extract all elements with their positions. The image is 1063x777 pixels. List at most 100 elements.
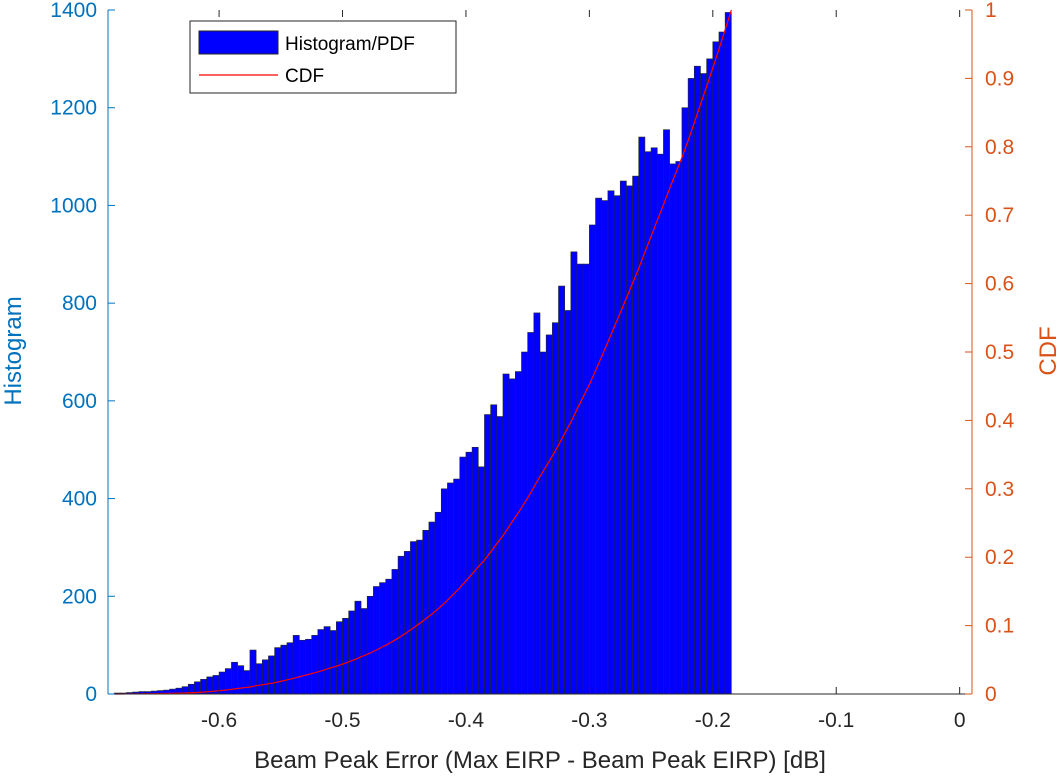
y-tick-label: 1000 <box>50 194 97 217</box>
y2-tick-label: 0.1 <box>985 615 1014 638</box>
y2-tick-label: 1 <box>985 0 997 22</box>
histogram-bar <box>706 58 714 695</box>
y-tick-label: 600 <box>62 390 97 413</box>
histogram-bar <box>317 629 325 695</box>
histogram-bar <box>656 153 664 695</box>
histogram-bar <box>459 456 467 695</box>
histogram-bar <box>261 659 269 695</box>
y2-tick-label: 0.4 <box>985 409 1015 432</box>
histogram-bar <box>453 478 461 695</box>
histogram-bar <box>539 351 547 695</box>
x-tick-label: -0.2 <box>695 709 731 732</box>
y2-tick-label: 0.9 <box>985 67 1014 90</box>
y-tick-label: 1200 <box>50 97 97 120</box>
histogram-bar <box>582 263 590 695</box>
histogram-bar <box>274 647 282 695</box>
cdf-line <box>114 9 732 695</box>
histogram-bar <box>521 351 528 695</box>
histogram-bar <box>477 466 485 695</box>
histogram-bar <box>484 414 491 695</box>
histogram-bar <box>669 163 677 695</box>
histogram-bar <box>712 41 720 695</box>
histogram-bar <box>601 200 609 695</box>
histogram-bar <box>632 175 640 695</box>
histogram-bar <box>342 617 349 695</box>
histogram-bars <box>113 12 732 695</box>
y2-tick-label: 0 <box>985 683 997 706</box>
histogram-bar <box>681 107 689 695</box>
histogram-bar <box>564 310 572 695</box>
y2-tick-label: 0.8 <box>985 136 1014 159</box>
histogram-bar <box>268 655 275 695</box>
histogram-bar <box>410 541 417 695</box>
histogram-bar <box>280 644 288 695</box>
histogram-bar <box>718 31 726 695</box>
x-tick-label: -0.1 <box>818 709 854 732</box>
y-tick-label: 200 <box>62 585 97 608</box>
y-axis-label: Histogram <box>0 296 27 405</box>
histogram-bar <box>305 638 312 695</box>
histogram-bar <box>379 582 387 695</box>
histogram-bar <box>465 451 473 695</box>
histogram-bar <box>440 488 448 695</box>
histogram-bar <box>422 530 430 695</box>
histogram-bar <box>527 332 535 695</box>
histogram-bar <box>336 621 343 695</box>
histogram-bar <box>329 630 337 695</box>
histogram-bar <box>626 185 633 695</box>
tick-labels: -0.6 -0.5 -0.4 -0.3 -0.2 -0.1 0020040060080010… <box>50 0 1014 732</box>
histogram-bar <box>366 595 374 695</box>
histogram-bar <box>589 224 596 695</box>
histogram-bar <box>428 521 436 695</box>
histogram-bar <box>663 129 670 695</box>
histogram-bar <box>299 639 306 695</box>
histogram-bar <box>416 539 424 695</box>
histogram-bar <box>613 195 621 695</box>
histogram-bar <box>391 569 399 695</box>
histogram-bar <box>354 600 362 695</box>
histogram-bar <box>638 136 646 695</box>
histogram-bar <box>490 404 498 695</box>
y-tick-label: 1400 <box>50 0 97 22</box>
legend: Histogram/PDF CDF <box>189 20 457 94</box>
histogram-bar <box>607 190 615 695</box>
histogram-bar <box>360 608 368 695</box>
y2-axis-label: CDF <box>1035 326 1062 375</box>
histogram-bar <box>311 635 319 695</box>
y2-tick-label: 0.5 <box>985 341 1014 364</box>
histogram-bar <box>619 180 627 695</box>
histogram-bar <box>515 371 522 695</box>
legend-swatch-histogram <box>198 30 279 55</box>
axes <box>107 9 973 695</box>
histogram-bar <box>675 161 683 695</box>
histogram-bar <box>693 65 701 695</box>
x-axis-label: Beam Peak Error (Max EIRP - Beam Peak EI… <box>254 747 826 774</box>
y2-tick-label: 0.3 <box>985 478 1014 501</box>
legend-label-histogram: Histogram/PDF <box>285 34 415 55</box>
histogram-bar <box>403 551 411 695</box>
histogram-bar <box>447 482 454 695</box>
x-tick-label: -0.4 <box>448 709 485 732</box>
histogram-bar <box>237 665 245 695</box>
y2-tick-label: 0.6 <box>985 273 1014 296</box>
histogram-bar <box>434 511 442 695</box>
histogram-bar <box>292 635 300 695</box>
y2-tick-label: 0.7 <box>985 204 1014 227</box>
histogram-bar <box>249 649 257 695</box>
y-tick-label: 0 <box>85 683 97 706</box>
x-tick-label: -0.5 <box>324 709 360 732</box>
histogram-bar <box>533 312 541 695</box>
histogram-bar <box>373 586 380 695</box>
x-tick-label: -0.6 <box>201 709 237 732</box>
histogram-bar <box>687 78 695 695</box>
histogram-bar <box>286 642 294 695</box>
histogram-bar <box>508 378 516 695</box>
histogram-bar <box>243 670 251 695</box>
histogram-bar <box>545 334 553 695</box>
legend-label-cdf: CDF <box>285 66 324 87</box>
histogram-bar <box>255 663 263 695</box>
histogram-bar <box>700 73 707 695</box>
histogram-bar <box>397 555 405 695</box>
histogram-bar <box>576 263 584 695</box>
